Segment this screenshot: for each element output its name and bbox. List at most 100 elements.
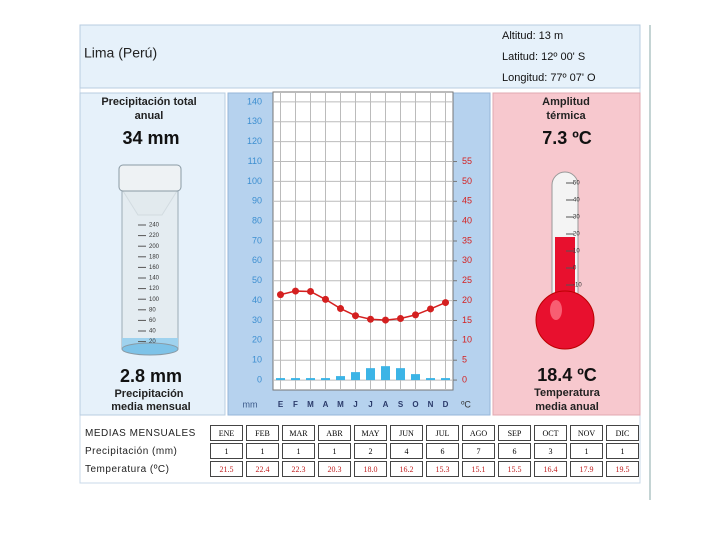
precipitation-bar — [396, 368, 405, 381]
thermometer-tick-label: -10 — [573, 283, 582, 289]
precipitation-bar — [276, 378, 285, 381]
table-cell: FEB — [246, 425, 279, 441]
temperature-point — [397, 314, 404, 322]
temperature-point — [337, 305, 344, 313]
table-cell: Precipitación (mm) — [85, 445, 178, 457]
y-axis-label: mm — [243, 399, 258, 409]
precipitation-bar — [381, 366, 390, 381]
y2-tick-label: 25 — [462, 275, 472, 285]
table-cell: 6 — [426, 443, 459, 459]
gauge-tick-label: 200 — [149, 244, 160, 250]
total-precipitation: 34 mm — [122, 128, 179, 148]
table-row: Precipitación (mm) 1 1 1 1 2 4 6 7 6 3 1 1 — [85, 443, 639, 459]
table-cell: 1 — [318, 443, 351, 459]
y-tick-label: 0 — [257, 374, 262, 384]
gauge-tick-label: 20 — [149, 339, 156, 345]
y-tick-label: 70 — [252, 235, 262, 245]
x-tick-label: E — [278, 400, 284, 409]
table-cell: 16.4 — [534, 461, 567, 477]
table-cell: Temperatura (ºC) — [85, 463, 170, 475]
gauge-tick-label: 40 — [149, 329, 156, 335]
temperature-point — [367, 315, 374, 323]
table-cell: ENE — [210, 425, 243, 441]
x-tick-label: J — [368, 400, 372, 409]
precipitation-bar — [306, 378, 315, 381]
longitude: Longitud: 77º 07' O — [502, 72, 596, 84]
thermometer-tick-label: 50 — [573, 181, 580, 187]
thermometer-tick-label: 20 — [573, 232, 580, 238]
y-tick-label: 130 — [247, 116, 262, 126]
temperature-point — [307, 287, 314, 295]
y2-tick-label: 0 — [462, 374, 467, 384]
temperature-point — [412, 311, 419, 319]
panel-caption: media mensual — [111, 401, 190, 413]
y-tick-label: 10 — [252, 355, 262, 365]
precipitation-bar — [366, 368, 375, 381]
panel-caption: Precipitación — [114, 388, 183, 400]
table-cell: MAY — [354, 425, 387, 441]
table-cell: MEDIAS MENSUALES — [85, 427, 196, 439]
y2-tick-label: 40 — [462, 216, 472, 226]
y-tick-label: 60 — [252, 255, 262, 265]
table-cell: 6 — [498, 443, 531, 459]
x-tick-label: D — [443, 400, 449, 409]
table-cell: 2 — [354, 443, 387, 459]
table-cell: 15.3 — [426, 461, 459, 477]
gauge-tick-label: 80 — [149, 307, 156, 313]
temperature-range: 7.3 ºC — [542, 128, 592, 148]
monthly-table: MEDIAS MENSUALES ENE FEB MAR ABR MAY JUN JUL AGO… — [82, 423, 642, 479]
table-cell: MAR — [282, 425, 315, 441]
temperature-point — [322, 295, 329, 303]
table-cell: 15.1 — [462, 461, 495, 477]
x-tick-label: S — [398, 400, 404, 409]
y-tick-label: 100 — [247, 176, 262, 186]
y2-tick-label: 45 — [462, 196, 472, 206]
table-cell: 21.5 — [210, 461, 243, 477]
mean-temperature: 18.4 ºC — [537, 365, 597, 385]
temperature-point — [277, 291, 284, 299]
y-tick-label: 20 — [252, 335, 262, 345]
thermometer-tick-label: 40 — [573, 198, 580, 204]
temperature-point — [352, 312, 359, 320]
y2-axis-label: ºC — [461, 399, 471, 409]
y-tick-label: 80 — [252, 216, 262, 226]
header-box — [79, 24, 641, 89]
table-cell: 7 — [462, 443, 495, 459]
thermometer-tick-label: 0 — [573, 266, 577, 272]
table-cell: 17.9 — [570, 461, 603, 477]
table-cell: 22.3 — [282, 461, 315, 477]
y-tick-label: 30 — [252, 315, 262, 325]
table-cell: NOV — [570, 425, 603, 441]
temperature-point — [427, 305, 434, 313]
thermometer-tick-label: 10 — [573, 249, 580, 255]
panel-title: Precipitación total — [101, 96, 196, 108]
gauge-tick-label: 100 — [149, 297, 160, 303]
rain-gauge — [118, 164, 182, 356]
gauge-tick-label: 160 — [149, 265, 160, 271]
precipitation-bar — [426, 378, 435, 381]
x-tick-label: N — [428, 400, 434, 409]
y-tick-label: 40 — [252, 295, 262, 305]
x-tick-label: M — [307, 400, 314, 409]
x-tick-label: O — [412, 400, 418, 409]
altitude: Altitud: 13 m — [502, 30, 563, 42]
table-cell: 15.5 — [498, 461, 531, 477]
gauge-tick-label: 180 — [149, 254, 160, 260]
table-cell: 4 — [390, 443, 423, 459]
table-cell: 16.2 — [390, 461, 423, 477]
gauge-tick-label: 60 — [149, 318, 156, 324]
table-cell: OCT — [534, 425, 567, 441]
gauge-tick-label: 240 — [149, 223, 160, 229]
panel-title: térmica — [546, 110, 586, 122]
y2-tick-label: 30 — [462, 255, 472, 265]
y2-tick-label: 15 — [462, 315, 472, 325]
mean-precipitation: 2.8 mm — [120, 366, 182, 386]
table-cell: AGO — [462, 425, 495, 441]
precipitation-bar — [441, 378, 450, 381]
table-cell: 1 — [246, 443, 279, 459]
precipitation-bar — [291, 378, 300, 381]
table-cell: 18.0 — [354, 461, 387, 477]
y2-tick-label: 50 — [462, 176, 472, 186]
precipitation-bar — [411, 374, 420, 381]
